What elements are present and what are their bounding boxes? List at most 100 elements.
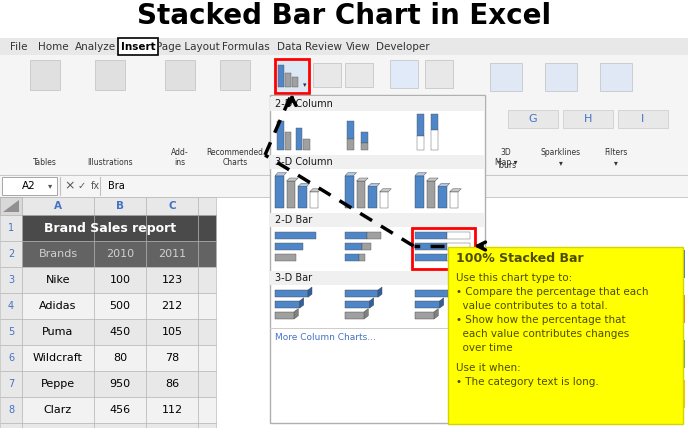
Bar	[270, 213, 485, 227]
Text: Analyze: Analyze	[74, 42, 116, 51]
Bar	[198, 371, 216, 397]
Text: G: G	[528, 114, 537, 124]
Bar	[287, 181, 295, 208]
Bar	[415, 254, 447, 261]
Bar	[415, 243, 447, 250]
Bar	[415, 232, 447, 239]
Text: • Compare the percentage that each: • Compare the percentage that each	[456, 287, 649, 297]
Text: 2-D Column: 2-D Column	[275, 99, 333, 109]
Bar	[22, 215, 94, 241]
Bar	[22, 423, 94, 428]
Bar	[367, 232, 380, 239]
Bar	[146, 345, 198, 371]
Text: 3-D Bar: 3-D Bar	[275, 273, 312, 283]
Bar	[94, 197, 146, 215]
Text: 212: 212	[162, 301, 182, 311]
Text: 8: 8	[8, 405, 14, 415]
Bar	[431, 114, 438, 130]
Text: Home: Home	[38, 42, 68, 51]
Bar	[198, 345, 216, 371]
Text: 80: 80	[113, 353, 127, 363]
Bar	[0, 175, 688, 197]
Polygon shape	[415, 172, 427, 175]
Bar	[165, 60, 195, 90]
Bar	[22, 397, 94, 423]
Text: 3D
Map ▾: 3D Map ▾	[495, 148, 517, 167]
Bar	[270, 271, 485, 285]
Text: value contributes to a total.: value contributes to a total.	[456, 301, 608, 311]
Bar	[415, 312, 434, 319]
Text: More Column Charts...: More Column Charts...	[275, 333, 376, 342]
Bar	[94, 241, 146, 267]
Bar	[22, 267, 94, 293]
Bar	[0, 371, 22, 397]
Bar	[679, 295, 685, 323]
Bar	[285, 132, 291, 150]
Bar	[345, 232, 367, 239]
Polygon shape	[275, 172, 287, 175]
Bar	[0, 55, 688, 175]
Bar	[22, 345, 94, 371]
Polygon shape	[434, 309, 438, 319]
Bar	[450, 192, 458, 208]
Text: H: H	[584, 114, 592, 124]
Text: C: C	[168, 201, 176, 211]
Bar	[0, 241, 22, 267]
Text: ×: ×	[65, 179, 75, 193]
Polygon shape	[378, 287, 382, 297]
Bar	[2, 177, 57, 195]
Bar	[146, 423, 198, 428]
Text: 2-D Bar: 2-D Bar	[275, 215, 312, 225]
Bar	[292, 77, 298, 87]
Bar	[345, 301, 369, 308]
Text: 2010: 2010	[106, 249, 134, 259]
Bar	[94, 293, 146, 319]
Bar	[345, 290, 378, 297]
Bar	[345, 243, 361, 250]
Polygon shape	[438, 184, 450, 187]
Polygon shape	[427, 178, 438, 181]
Text: Sparklines
▾: Sparklines ▾	[541, 148, 581, 167]
Bar	[275, 59, 309, 93]
Text: 3: 3	[8, 275, 14, 285]
Text: 450: 450	[109, 327, 131, 337]
Text: ▾: ▾	[303, 82, 306, 88]
Text: over time: over time	[456, 343, 513, 353]
Bar	[310, 192, 319, 208]
Bar	[447, 232, 470, 239]
Bar	[277, 121, 283, 150]
Polygon shape	[345, 172, 356, 175]
Polygon shape	[356, 178, 368, 181]
Text: 500: 500	[109, 301, 131, 311]
Bar	[417, 114, 424, 136]
Bar	[356, 181, 365, 208]
Polygon shape	[287, 178, 298, 181]
Text: A: A	[54, 201, 62, 211]
Bar	[600, 63, 632, 91]
Bar	[361, 143, 367, 150]
Bar	[146, 293, 198, 319]
Bar	[94, 371, 146, 397]
Bar	[198, 241, 216, 267]
Bar	[146, 241, 198, 267]
Bar	[431, 130, 438, 150]
Polygon shape	[3, 200, 19, 212]
Text: fx: fx	[90, 181, 100, 191]
Bar	[447, 254, 470, 261]
Polygon shape	[450, 189, 461, 192]
Text: Use it when:: Use it when:	[456, 363, 521, 373]
Text: 4: 4	[8, 301, 14, 311]
Text: 3-D Column: 3-D Column	[275, 157, 333, 167]
Bar	[380, 192, 388, 208]
Bar	[275, 254, 296, 261]
Bar	[361, 132, 367, 143]
Bar	[298, 187, 307, 208]
Text: Use this chart type to:: Use this chart type to:	[456, 273, 572, 283]
Text: 1: 1	[8, 223, 14, 233]
Text: 950: 950	[109, 379, 131, 389]
Bar	[0, 397, 22, 423]
Text: File: File	[10, 42, 28, 51]
Text: 100: 100	[109, 275, 131, 285]
Bar	[438, 187, 447, 208]
Text: Nike: Nike	[45, 275, 70, 285]
